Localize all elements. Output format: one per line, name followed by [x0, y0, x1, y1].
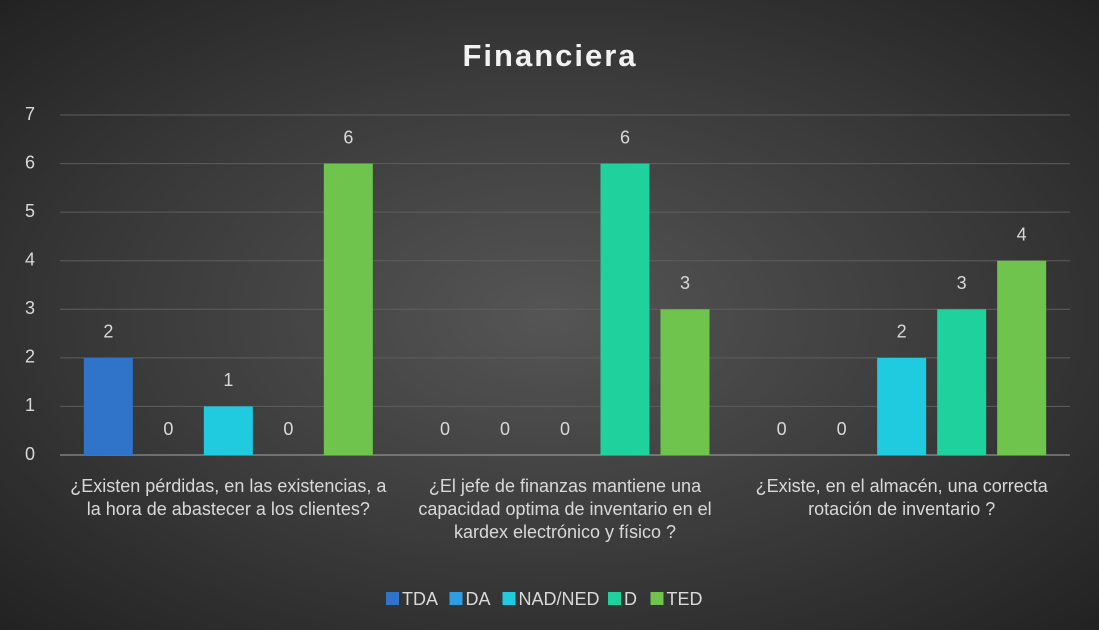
data-label: 0	[560, 419, 570, 439]
chart-title: Financiera	[462, 38, 637, 73]
legend-swatch	[386, 592, 399, 605]
legend-label: TED	[667, 589, 703, 609]
legend-swatch	[449, 592, 463, 605]
data-label: 0	[777, 419, 787, 439]
bar	[83, 357, 133, 455]
x-tick-label: ¿El jefe de finanzas mantiene una capaci…	[418, 476, 712, 542]
y-tick-label: 5	[25, 201, 35, 221]
bar	[877, 357, 927, 455]
data-label: 2	[897, 322, 907, 342]
bar	[937, 309, 987, 455]
legend-label: TDA	[402, 589, 438, 609]
data-label: 6	[620, 127, 630, 147]
x-tick-label: ¿Existe, en el almacén, una correcta rot…	[755, 476, 1048, 519]
data-label: 2	[103, 322, 113, 342]
data-label: 3	[957, 273, 967, 293]
data-label: 0	[440, 419, 450, 439]
y-tick-label: 0	[25, 444, 35, 464]
data-label: 6	[343, 127, 353, 147]
bar	[997, 260, 1047, 455]
bar	[203, 406, 253, 455]
data-label: 0	[500, 419, 510, 439]
data-label: 3	[680, 273, 690, 293]
legend-label: D	[624, 589, 637, 609]
y-tick-label: 6	[25, 152, 35, 172]
data-label: 4	[1017, 224, 1027, 244]
legend-swatch	[650, 592, 664, 605]
y-tick-label: 3	[25, 298, 35, 318]
y-tick-label: 4	[25, 249, 35, 269]
legend-swatch	[608, 592, 621, 605]
data-label: 0	[163, 419, 173, 439]
x-tick-label: ¿Existen pérdidas, en las existencias, a…	[70, 476, 387, 519]
y-tick-label: 7	[25, 104, 35, 124]
legend-label: DA	[466, 589, 491, 609]
data-label: 0	[837, 419, 847, 439]
legend-label: NAD/NED	[519, 589, 600, 609]
data-label: 1	[223, 370, 233, 390]
y-tick-label: 1	[25, 395, 35, 415]
data-label: 0	[283, 419, 293, 439]
bar	[323, 163, 373, 456]
legend-swatch	[502, 592, 516, 605]
y-tick-label: 2	[25, 347, 35, 367]
bar	[660, 309, 710, 455]
bar	[600, 163, 650, 456]
